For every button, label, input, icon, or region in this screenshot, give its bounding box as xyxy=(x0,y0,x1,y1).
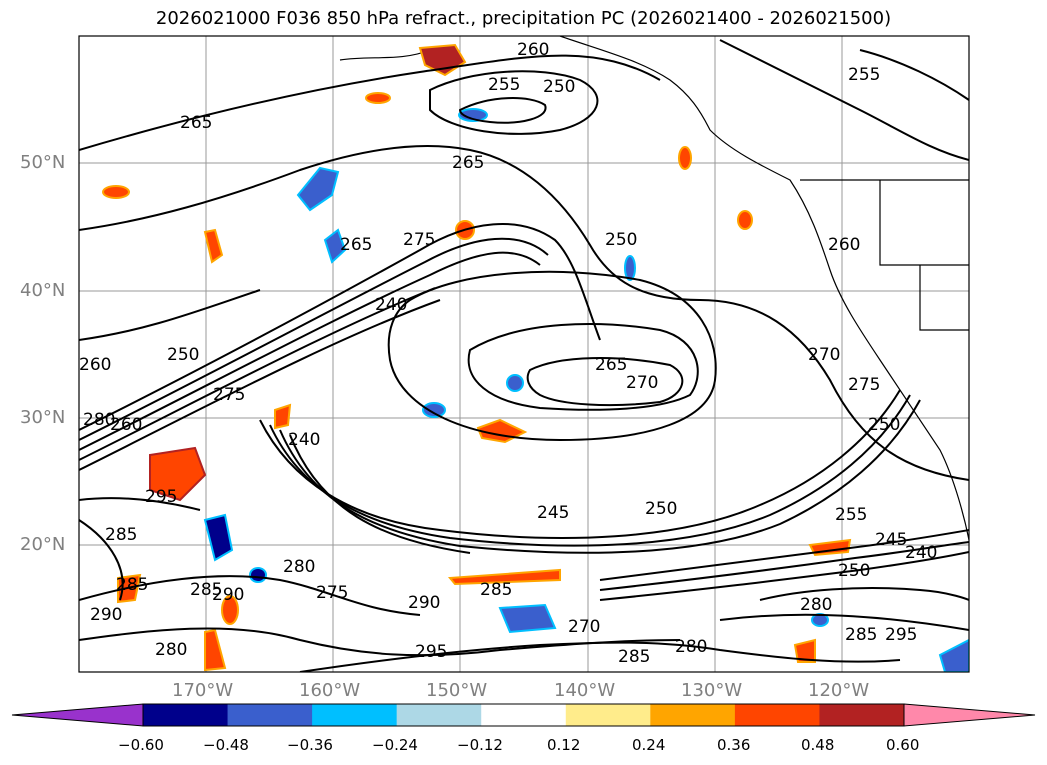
contour-label: 290 xyxy=(408,593,440,613)
contour-label: 295 xyxy=(885,625,917,645)
colorbar-tick-label: 0.60 xyxy=(886,736,920,754)
contour-label: 240 xyxy=(288,430,320,450)
contour-label: 275 xyxy=(848,375,880,395)
lon-label-150w: 150°W xyxy=(426,680,488,701)
colorbar-extend-high xyxy=(903,703,1036,727)
contour-label: 255 xyxy=(488,75,520,95)
contour-label: 270 xyxy=(626,373,658,393)
colorbar-swatch xyxy=(565,704,651,726)
contour-label: 240 xyxy=(905,543,937,563)
contour-label: 280 xyxy=(83,410,115,430)
coastline xyxy=(339,36,969,541)
plot-area: 260 255 250 265 265 275 260 250 265 240 … xyxy=(79,36,969,672)
chart-title: 2026021000 F036 850 hPa refract., precip… xyxy=(155,8,892,29)
contour-label: 250 xyxy=(605,230,637,250)
contour-label: 265 xyxy=(340,235,372,255)
contour-label: 260 xyxy=(517,40,549,60)
colorbar-tick-label: −0.24 xyxy=(372,736,418,754)
contour-label: 280 xyxy=(155,640,187,660)
contour-label: 240 xyxy=(375,295,407,315)
contour-label: 250 xyxy=(543,77,575,97)
lon-label-140w: 140°W xyxy=(554,680,616,701)
contour-label: 285 xyxy=(845,625,877,645)
colorbar-swatch xyxy=(819,704,905,726)
contour-labels: 260 255 250 265 265 275 260 250 265 240 … xyxy=(79,40,937,667)
colorbar-swatch xyxy=(227,704,313,726)
lat-label-30n: 30°N xyxy=(20,407,66,428)
contour-label: 255 xyxy=(835,505,867,525)
contour-label: 260 xyxy=(828,235,860,255)
lon-label-160w: 160°W xyxy=(299,680,361,701)
contour-label: 265 xyxy=(180,113,212,133)
contour-label: 245 xyxy=(875,530,907,550)
plot-frame xyxy=(78,35,970,673)
contour-label: 280 xyxy=(800,595,832,615)
contour-label: 285 xyxy=(105,525,137,545)
colorbar-tick-label: −0.12 xyxy=(457,736,503,754)
contour-label: 285 xyxy=(116,575,148,595)
contour-label: 250 xyxy=(167,345,199,365)
contour-label: 260 xyxy=(110,415,142,435)
colorbar-tick-label: 0.12 xyxy=(547,736,581,754)
contour-label: 275 xyxy=(213,385,245,405)
contour-label: 265 xyxy=(452,153,484,173)
contour-label: 285 xyxy=(480,580,512,600)
contour-label: 275 xyxy=(316,583,348,603)
colorbar-tick-label: 0.24 xyxy=(632,736,666,754)
contour-label: 295 xyxy=(415,642,447,662)
refractivity-contours xyxy=(79,39,969,672)
colorbar xyxy=(11,703,1036,727)
contour-label: 290 xyxy=(212,585,244,605)
contour-label: 260 xyxy=(79,355,111,375)
lat-label-20n: 20°N xyxy=(20,534,66,555)
contour-label: 270 xyxy=(808,345,840,365)
lat-label-40n: 40°N xyxy=(20,280,66,301)
contour-label: 280 xyxy=(675,637,707,657)
lon-label-130w: 130°W xyxy=(681,680,743,701)
colorbar-swatch xyxy=(650,704,736,726)
colorbar-tick-label: 0.36 xyxy=(717,736,751,754)
colorbar-tick-label: −0.36 xyxy=(287,736,333,754)
contour-label: 290 xyxy=(90,605,122,625)
colorbar-swatch xyxy=(312,704,398,726)
colorbar-swatch xyxy=(734,704,820,726)
contour-label: 250 xyxy=(838,561,870,581)
contour-label: 275 xyxy=(403,230,435,250)
contour-label: 285 xyxy=(190,580,222,600)
colorbar-tick-label: 0.48 xyxy=(801,736,835,754)
contour-label: 285 xyxy=(618,647,650,667)
contour-label: 270 xyxy=(568,617,600,637)
lon-label-170w: 170°W xyxy=(172,680,234,701)
contour-label: 250 xyxy=(645,499,677,519)
contour-label: 265 xyxy=(595,355,627,375)
colorbar-swatch xyxy=(143,704,229,726)
colorbar-tick-label: −0.60 xyxy=(118,736,164,754)
lat-label-50n: 50°N xyxy=(20,152,66,173)
lon-label-120w: 120°W xyxy=(808,680,870,701)
colorbar-swatch xyxy=(396,704,482,726)
contour-label: 280 xyxy=(283,557,315,577)
contour-label: 295 xyxy=(145,487,177,507)
colorbar-extend-low xyxy=(11,703,144,727)
contour-label: 255 xyxy=(848,65,880,85)
contour-label: 245 xyxy=(537,503,569,523)
colorbar-swatch xyxy=(481,704,567,726)
precip-shading xyxy=(102,43,969,672)
contour-label: 250 xyxy=(868,415,900,435)
colorbar-tick-label: −0.48 xyxy=(203,736,249,754)
colorbar-frame xyxy=(142,703,905,727)
